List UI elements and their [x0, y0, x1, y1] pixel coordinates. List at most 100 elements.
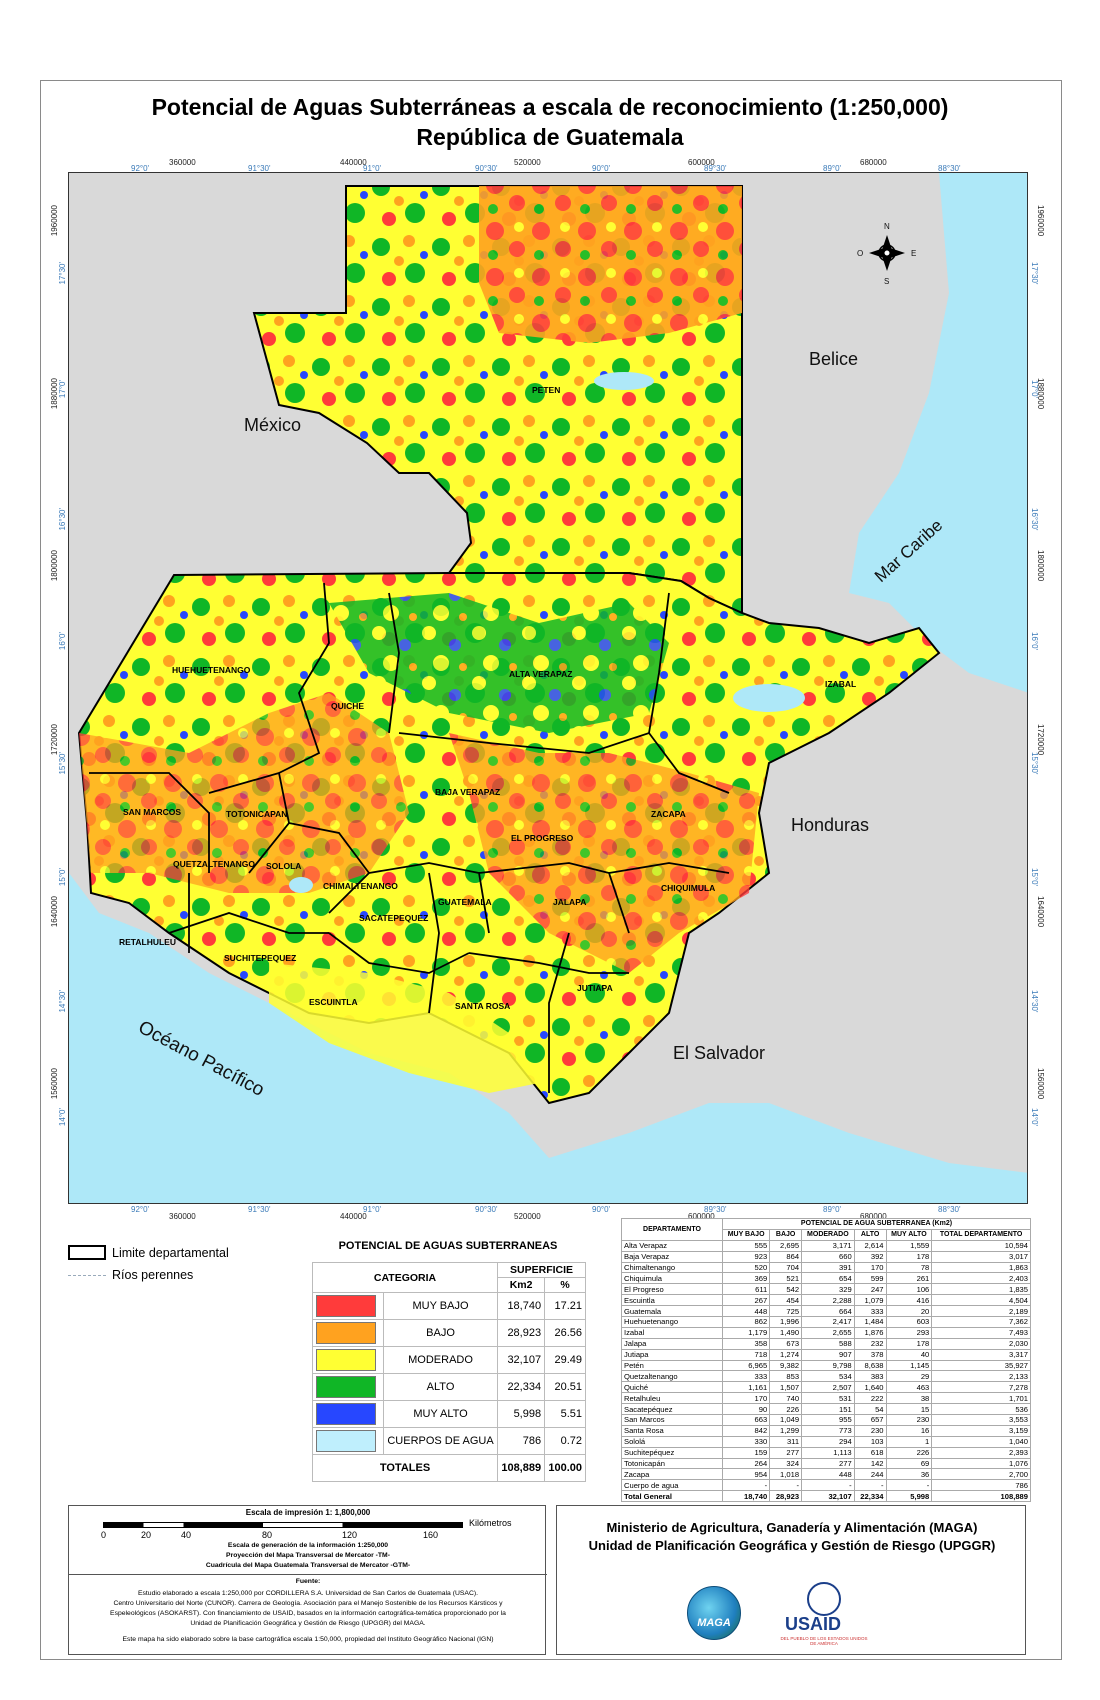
usaid-logo-text: USAID [785, 1614, 842, 1634]
dept-value-cell: 142 [853, 1457, 887, 1470]
dept-value-cell: 324 [769, 1457, 803, 1470]
geo-top-6: 89°30' [704, 164, 727, 173]
coord-right-6: 1560000 [1036, 1068, 1045, 1100]
dept-value-cell: 3,171 [801, 1239, 855, 1252]
dept-value-cell: 862 [721, 1316, 771, 1328]
dept-name-cell: Escuintla [621, 1294, 723, 1307]
swatch-bajo [316, 1322, 376, 1344]
coord-left-4: 1720000 [50, 724, 59, 756]
dept-label-el-progreso: EL PROGRESO [511, 833, 574, 843]
scale-tick: 120 [342, 1530, 358, 1540]
legend-totales-km2: 108,889 [497, 1454, 546, 1482]
department-boundary-swatch [68, 1245, 106, 1260]
dept-value-cell: 106 [885, 1283, 933, 1296]
coord-bottom-1: 360000 [169, 1212, 196, 1221]
dept-label-alta-verapaz: ALTA VERAPAZ [509, 669, 572, 679]
coord-left-5: 1640000 [50, 896, 59, 928]
dept-value-cell: 786 [931, 1479, 1031, 1492]
dept-col-muy-bajo: MUY BAJO [721, 1228, 771, 1241]
dept-value-cell: 3,317 [931, 1348, 1031, 1361]
dept-name-cell: Alta Verapaz [621, 1239, 723, 1252]
geo-right-1: 17°30' [1030, 262, 1039, 285]
dept-value-cell: 611 [721, 1283, 771, 1296]
dept-value-cell: 264 [721, 1457, 771, 1470]
dept-value-cell: 226 [885, 1446, 933, 1459]
dept-value-cell: 1,876 [853, 1326, 887, 1339]
legend-col-km2: Km2 [497, 1277, 546, 1293]
geo-top-4: 90°30' [475, 164, 498, 173]
legend-totales-pct: 100.00 [544, 1454, 586, 1482]
legend-rios-label: Ríos perennes [112, 1268, 194, 1282]
central-green-zone [329, 593, 669, 733]
geo-right-4: 16°0' [1030, 632, 1039, 651]
coord-left-6: 1560000 [50, 1068, 59, 1100]
coord-top-3: 520000 [514, 158, 541, 167]
dept-value-cell: 660 [801, 1250, 855, 1263]
dept-value-cell: 10,594 [931, 1239, 1031, 1252]
coord-top-5: 680000 [860, 158, 887, 167]
dept-value-cell: 222 [853, 1392, 887, 1405]
dept-value-cell: 15 [885, 1403, 933, 1416]
dept-value-cell: 663 [721, 1414, 771, 1426]
legend-row: ALTO 22,334 20.51 [312, 1373, 586, 1401]
eastern-red-zone [449, 733, 759, 973]
legend-totales-label: TOTALES [311, 1454, 499, 1482]
geo-bottom-7: 89°0' [823, 1205, 842, 1214]
dept-label-peten: PETEN [532, 385, 560, 395]
geo-right-5: 15°30' [1030, 752, 1039, 775]
maga-logo-icon: MAGA [687, 1586, 741, 1640]
dept-table-row: Chiquimula 369 521 654 599 261 2,403 [621, 1272, 1031, 1285]
dept-value-cell: 1,835 [931, 1283, 1031, 1296]
dept-value-cell: 923 [721, 1250, 771, 1263]
dept-value-cell: 232 [853, 1337, 887, 1350]
institution-panel: Ministerio de Agricultura, Ganadería y A… [556, 1505, 1026, 1655]
dept-value-cell: 531 [801, 1392, 855, 1405]
dept-value-cell: 151 [801, 1403, 855, 1416]
coord-top-1: 360000 [169, 158, 196, 167]
dept-value-cell: 2,403 [931, 1272, 1031, 1285]
legend-cat-name: ALTO [382, 1373, 499, 1401]
dept-value-cell: 5,998 [885, 1490, 933, 1503]
dept-value-cell: 159 [721, 1446, 771, 1459]
dept-total-row: Total General 18,740 28,923 32,107 22,334 5,9… [621, 1490, 1031, 1503]
dept-name-cell: Quiché [621, 1381, 723, 1394]
scale-tick: 0 [101, 1530, 107, 1540]
dept-value-cell: 3,553 [931, 1414, 1031, 1426]
dept-label-chiquimula: CHIQUIMULA [661, 883, 715, 893]
dept-value-cell: 108,889 [931, 1490, 1031, 1503]
dept-label-san-marcos: SAN MARCOS [123, 807, 181, 817]
dept-value-cell: 2,695 [769, 1239, 803, 1252]
dept-value-cell: - [853, 1479, 887, 1492]
dept-label-santa-rosa: SANTA ROSA [455, 1001, 510, 1011]
dept-value-cell: 3,159 [931, 1424, 1031, 1437]
dept-name-cell: Suchitepéquez [621, 1446, 723, 1459]
dept-label-suchitepequez: SUCHITEPEQUEZ [224, 953, 296, 963]
dept-value-cell: 2,655 [801, 1326, 855, 1339]
map-canvas[interactable]: México Belice Honduras El Salvador Mar C… [68, 172, 1028, 1204]
dept-value-cell: 536 [931, 1403, 1031, 1416]
legend-row: MUY BAJO 18,740 17.21 [312, 1292, 586, 1320]
dept-value-cell: 311 [769, 1435, 803, 1448]
legend-km2: 786 [497, 1427, 546, 1455]
dept-name-cell: Huehuetenango [621, 1316, 723, 1328]
geo-left-1: 17°30' [58, 262, 67, 285]
legend-table-title: POTENCIAL DE AGUAS SUBTERRANEAS [338, 1240, 558, 1252]
dept-value-cell: 4,504 [931, 1294, 1031, 1307]
dept-name-cell: El Progreso [621, 1283, 723, 1296]
map-title: Potencial de Aguas Subterráneas a escala… [151, 94, 949, 120]
dept-label-huehuetenango: HUEHUETENANGO [172, 665, 251, 675]
dept-value-cell: 358 [721, 1337, 771, 1350]
dept-table-row: Alta Verapaz 555 2,695 3,171 2,614 1,559 10,59… [621, 1239, 1031, 1252]
dept-table-row: Baja Verapaz 923 864 660 392 178 3,017 [621, 1250, 1031, 1263]
legend-row: MODERADO 32,107 29.49 [312, 1346, 586, 1374]
dept-col-muy-alto: MUY ALTO [885, 1228, 933, 1241]
scale-tick: 20 [141, 1530, 152, 1540]
dept-value-cell: 704 [769, 1261, 803, 1274]
geo-left-4: 16°0' [58, 632, 67, 651]
legend-km2: 32,107 [497, 1346, 546, 1374]
dept-table-row: Retalhuleu 170 740 531 222 38 1,701 [621, 1392, 1031, 1405]
dept-value-cell: 1,640 [853, 1381, 887, 1394]
swatch-muy-bajo [316, 1295, 376, 1317]
dept-name-cell: Total General [621, 1490, 723, 1503]
dept-value-cell: 38 [885, 1392, 933, 1405]
